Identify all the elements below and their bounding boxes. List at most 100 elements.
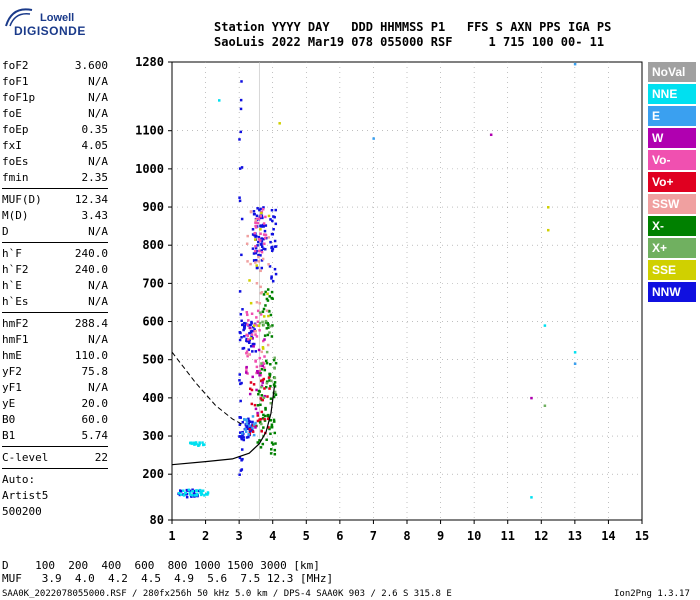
data-point	[530, 496, 533, 499]
autoscaler-line: Auto:	[2, 473, 36, 486]
data-point	[268, 427, 271, 431]
data-point	[247, 427, 250, 430]
data-point	[262, 307, 266, 311]
data-point	[249, 381, 253, 384]
data-point	[262, 413, 265, 417]
param-value: 22	[94, 451, 108, 464]
data-point	[256, 207, 259, 210]
data-point	[241, 308, 244, 311]
data-point	[252, 383, 256, 386]
data-point	[239, 313, 243, 316]
data-point	[239, 107, 243, 111]
data-point	[246, 424, 250, 428]
data-point	[179, 490, 183, 493]
data-point	[573, 62, 577, 66]
param-value: 288.4	[74, 317, 108, 330]
data-point	[263, 414, 267, 418]
data-point	[250, 388, 254, 392]
data-point	[261, 320, 264, 324]
y-tick-label: 600	[142, 315, 164, 329]
data-point	[240, 468, 244, 471]
data-point	[269, 384, 272, 388]
x-tick-label: 15	[635, 529, 649, 543]
data-point	[238, 290, 242, 293]
param-row: h`Es N/A	[2, 294, 108, 310]
data-point	[239, 399, 242, 403]
data-point	[252, 325, 255, 329]
header-line-1: Station YYYY DAY DDD HHMMSS P1 FFS S AXN…	[214, 20, 612, 34]
data-point	[267, 263, 270, 266]
data-point	[273, 376, 277, 380]
data-point	[266, 322, 270, 325]
data-point	[251, 233, 255, 236]
param-name: foF2	[2, 59, 29, 72]
param-name: hmF2	[2, 317, 29, 330]
param-name: foE	[2, 107, 22, 120]
param-row: C-level 22	[2, 450, 108, 466]
data-point	[272, 383, 276, 386]
param-name: foEs	[2, 155, 29, 168]
data-point	[254, 350, 258, 353]
data-point	[245, 436, 249, 439]
data-point	[270, 335, 274, 338]
data-point	[262, 396, 266, 400]
param-value: N/A	[88, 91, 108, 104]
muf-dashed-line	[171, 351, 243, 426]
data-point	[254, 251, 258, 255]
data-point	[255, 335, 259, 338]
param-value: N/A	[88, 381, 108, 394]
data-point	[271, 279, 275, 283]
data-point	[194, 441, 198, 444]
data-point	[245, 311, 249, 314]
data-point	[262, 225, 265, 228]
data-point	[243, 321, 246, 325]
data-point	[241, 457, 244, 461]
data-point	[260, 211, 263, 215]
data-point	[245, 420, 249, 423]
data-point	[259, 403, 262, 407]
data-point	[260, 249, 263, 252]
param-name: h`F	[2, 247, 22, 260]
data-point	[261, 216, 264, 220]
data-point	[264, 233, 268, 237]
data-point	[251, 375, 254, 379]
data-point	[256, 404, 260, 407]
data-point	[264, 224, 268, 227]
data-point	[249, 210, 253, 213]
data-point	[547, 206, 550, 209]
logo-digisonde: DIGISONDE	[14, 24, 86, 38]
data-point	[270, 441, 274, 444]
data-point	[269, 401, 272, 405]
data-point	[256, 324, 259, 327]
x-tick-label: 13	[568, 529, 582, 543]
data-point	[260, 240, 264, 243]
data-point	[260, 362, 263, 365]
param-name: M(D)	[2, 209, 29, 222]
parameter-panel: foF2 3.600 foF1 N/A foF1p N/A foE N/A foEp 0.35 fx…	[2, 58, 108, 520]
data-point	[254, 329, 257, 333]
data-point	[270, 296, 273, 300]
data-point	[249, 262, 252, 266]
data-point	[261, 347, 265, 350]
data-point	[193, 443, 196, 446]
x-tick-label: 1	[168, 529, 175, 543]
data-point	[251, 337, 254, 340]
data-point	[270, 448, 273, 451]
param-row: MUF(D) 12.34	[2, 192, 108, 208]
param-value: 5.74	[81, 429, 109, 442]
data-point	[265, 297, 269, 301]
data-point	[198, 442, 201, 446]
data-point	[250, 312, 254, 316]
logo-lowell: Lowell	[40, 12, 75, 24]
data-point	[273, 452, 277, 456]
data-point	[270, 249, 274, 253]
header-line-2: SaoLuis 2022 Mar19 078 055000 RSF 1 715 …	[214, 35, 605, 49]
data-point	[259, 243, 263, 246]
y-tick-label: 200	[142, 467, 164, 481]
data-point	[261, 442, 265, 446]
data-point	[256, 369, 259, 373]
data-point	[262, 323, 265, 327]
param-value: 12.34	[74, 193, 108, 206]
polarization-legend: NoVal NNE E W Vo- Vo+ SSW X- X+ SSE NNW	[648, 62, 696, 304]
param-row: B0 60.0	[2, 412, 108, 428]
